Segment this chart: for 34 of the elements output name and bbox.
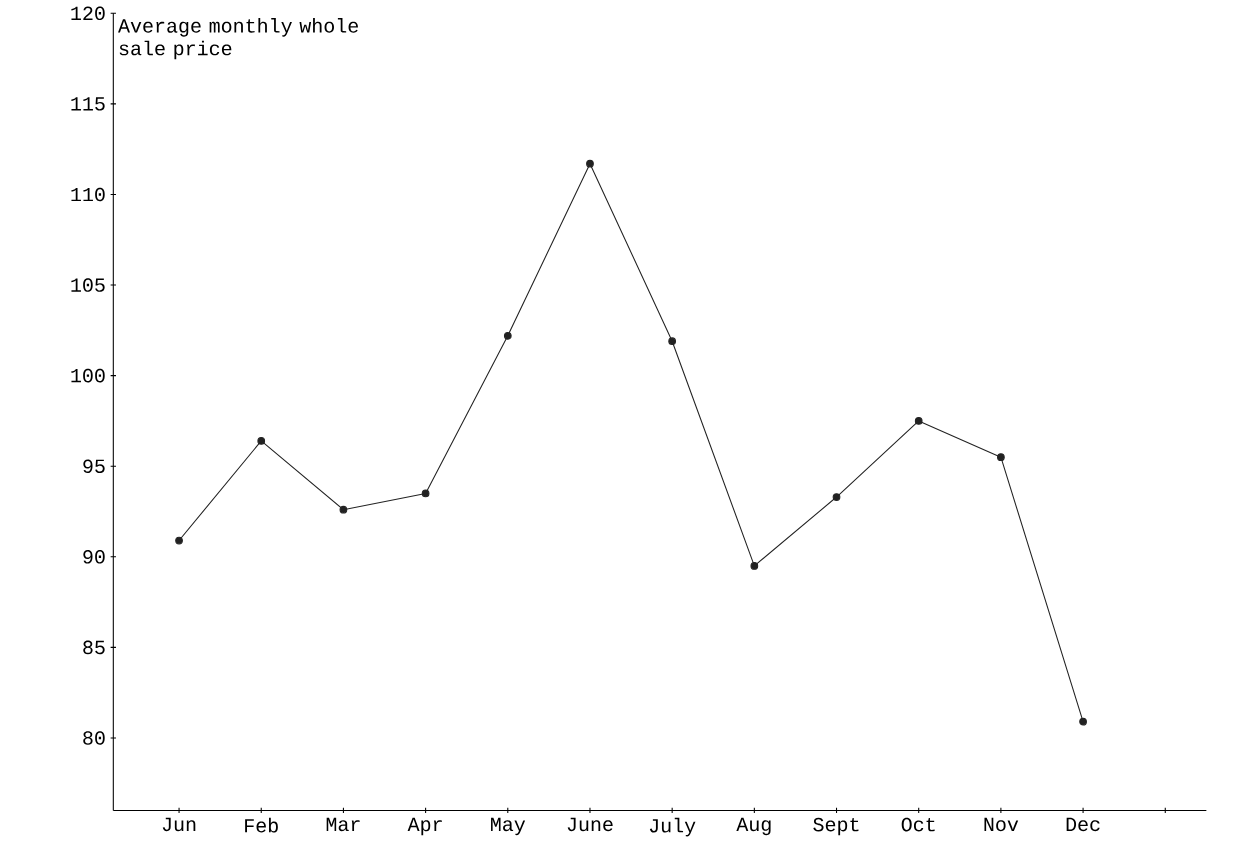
x-tick-label: Nov bbox=[984, 817, 1019, 831]
x-tick-label: Apr bbox=[407, 817, 442, 835]
point bbox=[750, 561, 759, 570]
x-tick-label: May bbox=[491, 817, 526, 835]
y-tick-label: 85 bbox=[83, 640, 105, 654]
y-tick-label: 105 bbox=[71, 278, 105, 292]
x-tick-label: Aug bbox=[736, 817, 771, 835]
y-tick-label: 95 bbox=[83, 459, 105, 473]
point bbox=[339, 505, 348, 514]
x-tick-label: Jun bbox=[162, 817, 196, 831]
point bbox=[997, 453, 1005, 461]
point bbox=[421, 489, 430, 498]
point bbox=[503, 331, 512, 340]
y-tick-label: 90 bbox=[83, 549, 105, 564]
point bbox=[668, 337, 677, 345]
x-tick-label: June bbox=[567, 817, 613, 831]
point bbox=[586, 159, 594, 168]
point bbox=[175, 536, 183, 545]
y-tick-label: 120 bbox=[71, 6, 105, 20]
x-tick-label: July bbox=[649, 817, 696, 837]
point bbox=[1079, 717, 1087, 726]
point bbox=[914, 416, 923, 425]
x-tick-label: Sept bbox=[813, 817, 859, 836]
y-tick-label: 110 bbox=[71, 187, 105, 202]
x-tick-label: Oct bbox=[901, 817, 935, 832]
y-tick-label: 80 bbox=[83, 730, 105, 745]
x-tick-label: Dec bbox=[1066, 817, 1100, 831]
y-axis-title: Average monthly whole sale price bbox=[118, 17, 358, 60]
y-tick-label: 115 bbox=[71, 97, 105, 111]
point bbox=[257, 436, 266, 445]
point bbox=[832, 492, 841, 501]
y-tick-label: 100 bbox=[71, 368, 105, 383]
x-tick-label: Mar bbox=[326, 817, 360, 831]
x-tick-label: Feb bbox=[245, 817, 278, 833]
